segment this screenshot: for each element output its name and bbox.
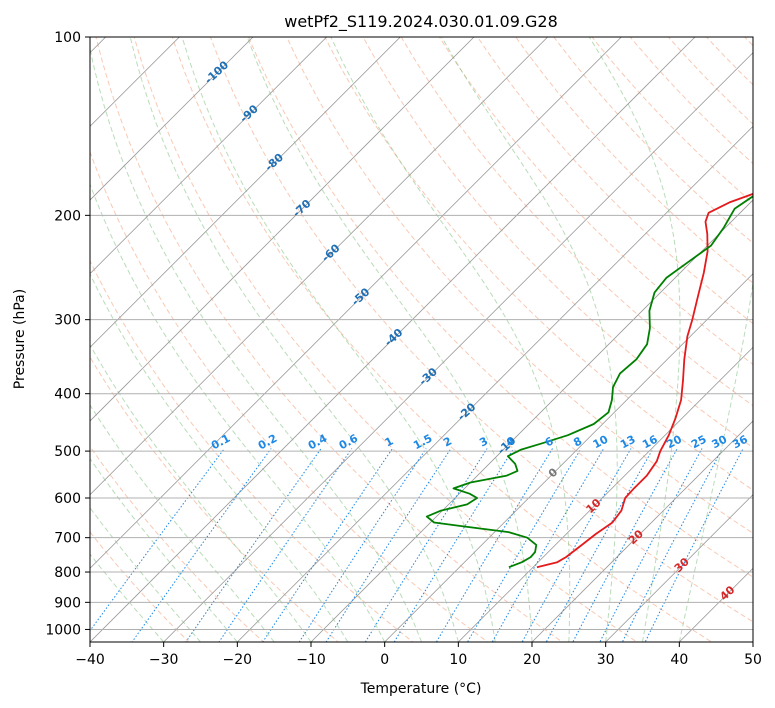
dry-adiabat-line bbox=[95, 37, 564, 642]
y-tick-label: 100 bbox=[54, 30, 81, 46]
isotherm-line bbox=[90, 37, 549, 496]
y-tick-label: 700 bbox=[54, 531, 81, 547]
mixing-ratio-label: 20 bbox=[664, 432, 684, 451]
dry-adiabat-line bbox=[400, 37, 753, 407]
mixing-ratio-line bbox=[435, 448, 553, 642]
y-tick-label: 500 bbox=[54, 444, 81, 460]
mixing-ratio-line bbox=[90, 448, 225, 632]
dry-adiabat-line bbox=[90, 259, 414, 642]
dry-adiabat-line bbox=[324, 37, 753, 491]
x-tick-label: 0 bbox=[380, 652, 389, 668]
mixing-ratio-label: 10 bbox=[591, 432, 611, 451]
mixing-ratio-line bbox=[572, 448, 678, 642]
dry-adiabat-line bbox=[515, 37, 753, 284]
y-tick-label: 600 bbox=[54, 491, 81, 507]
isotherm-line bbox=[457, 346, 753, 642]
x-axis: −40 −30 −20 −10 0 10 20 30 40 50 bbox=[75, 642, 762, 668]
x-axis-label: Temperature (°C) bbox=[360, 681, 482, 697]
mixing-ratio-label: 30 bbox=[710, 433, 730, 452]
dry-adiabat-line bbox=[553, 37, 753, 244]
y-tick-label: 300 bbox=[54, 313, 81, 329]
x-tick-label: −30 bbox=[149, 652, 179, 668]
dry-adiabat-line bbox=[770, 24, 775, 654]
isotherm-line bbox=[90, 37, 328, 275]
y-tick-label: 800 bbox=[54, 565, 81, 581]
chart-title: wetPf2_S119.2024.030.01.09.G28 bbox=[284, 12, 558, 32]
moist-adiabat-line bbox=[246, 37, 533, 642]
y-axis: 100 200 300 400 500 600 700 800 900 1000 bbox=[45, 30, 90, 638]
moist-adiabat-line bbox=[129, 37, 459, 642]
moist-adiabat-line bbox=[330, 37, 571, 642]
mixing-ratio-line bbox=[545, 448, 654, 642]
mixing-ratio-line bbox=[393, 448, 515, 642]
moist-adiabat-line bbox=[90, 182, 386, 642]
x-tick-label: −20 bbox=[223, 652, 253, 668]
moist-adiabat-line bbox=[678, 280, 753, 642]
mixing-ratio-line bbox=[599, 448, 703, 642]
moist-adiabat-line bbox=[181, 37, 496, 642]
isotherm-line bbox=[163, 52, 753, 642]
y-tick-label: 900 bbox=[54, 595, 81, 611]
moist-adiabat-line bbox=[90, 457, 238, 642]
dry-adiabat-line bbox=[209, 37, 753, 623]
plot-background bbox=[90, 37, 753, 642]
dry-adiabat-line bbox=[362, 37, 753, 449]
mixing-ratio-line bbox=[521, 448, 632, 642]
mixing-ratio-label: 16 bbox=[640, 433, 660, 452]
moist-adiabat-line bbox=[90, 46, 422, 642]
mixing-ratio-line bbox=[298, 448, 427, 642]
isotherm-line bbox=[90, 37, 254, 201]
moist-adiabat-line bbox=[90, 272, 349, 642]
isotherm-line bbox=[90, 37, 622, 569]
y-tick-label: 1000 bbox=[45, 622, 81, 638]
mixing-ratio-line bbox=[131, 448, 272, 642]
dry-adiabat-line bbox=[133, 37, 638, 642]
moist-adiabat-line bbox=[588, 37, 681, 642]
moist-adiabat-line bbox=[90, 404, 275, 642]
y-tick-label: 200 bbox=[54, 208, 81, 224]
x-tick-label: −40 bbox=[75, 652, 105, 668]
profile-line bbox=[536, 192, 753, 569]
x-tick-label: 10 bbox=[449, 652, 467, 668]
plot-frame bbox=[89, 36, 754, 643]
background-lines bbox=[90, 24, 775, 654]
isobar-grid bbox=[90, 37, 753, 630]
dry-adiabat-line bbox=[476, 37, 753, 325]
mixing-ratio-line bbox=[325, 448, 452, 642]
mixing-ratio-line bbox=[491, 448, 605, 642]
dry-adiabat-line bbox=[591, 37, 753, 204]
profile-series bbox=[425, 192, 753, 569]
x-tick-label: 50 bbox=[744, 652, 762, 668]
mixing-ratio-line bbox=[466, 448, 582, 642]
isotherm-line bbox=[310, 199, 753, 642]
x-tick-label: 30 bbox=[597, 652, 615, 668]
isotherm-line bbox=[605, 494, 753, 642]
y-axis-label: Pressure (hPa) bbox=[12, 289, 28, 389]
isotherm-line bbox=[90, 37, 401, 348]
dry-adiabat-line bbox=[90, 150, 489, 642]
mixing-ratio-line bbox=[262, 448, 393, 642]
isotherm-line bbox=[90, 37, 475, 422]
dry-adiabat-line bbox=[438, 37, 753, 366]
isotherm-line bbox=[90, 37, 696, 642]
y-tick-label: 400 bbox=[54, 387, 81, 403]
profile-line bbox=[425, 195, 753, 569]
x-tick-label: 20 bbox=[523, 652, 541, 668]
isotherm-line bbox=[236, 125, 753, 642]
x-tick-label: −10 bbox=[296, 652, 326, 668]
x-tick-label: 40 bbox=[670, 652, 688, 668]
dry-adiabat-line bbox=[286, 37, 753, 534]
moist-adiabat-line bbox=[441, 37, 618, 642]
mixing-ratio-label: 36 bbox=[730, 433, 750, 452]
mixing-ratio-line bbox=[218, 448, 353, 642]
mixing-ratio-label: 13 bbox=[618, 433, 638, 452]
isotherm-line bbox=[531, 420, 753, 642]
dry-adiabat-line bbox=[248, 37, 753, 578]
mixing-ratio-label: 25 bbox=[689, 433, 709, 452]
dry-adiabat-line bbox=[90, 356, 340, 642]
